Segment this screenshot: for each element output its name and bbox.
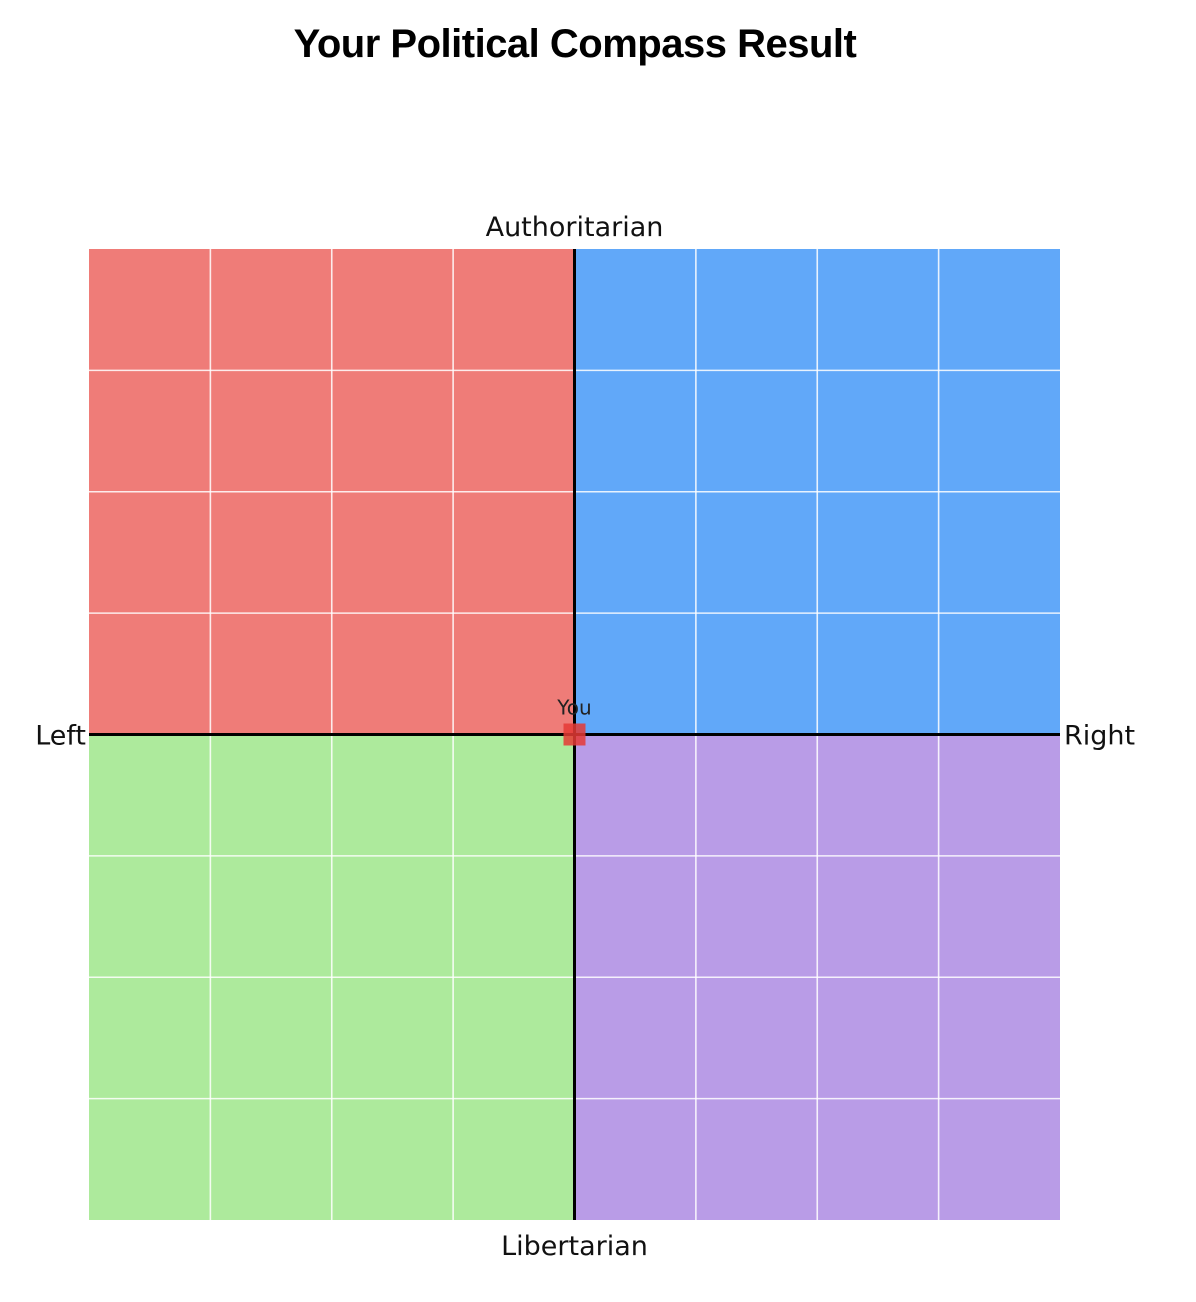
label-layer: Authoritarian Libertarian Left Right xyxy=(35,212,1135,1262)
data-point-you xyxy=(563,723,586,746)
axis-label-right: Right xyxy=(1064,721,1135,752)
axis-label-authoritarian: Authoritarian xyxy=(486,212,664,243)
axis-label-libertarian: Libertarian xyxy=(501,1231,648,1262)
axis-label-left: Left xyxy=(35,721,86,752)
page-title: Your Political Compass Result xyxy=(293,22,857,66)
data-point-label: You xyxy=(556,696,591,720)
point-layer: You xyxy=(556,696,592,746)
